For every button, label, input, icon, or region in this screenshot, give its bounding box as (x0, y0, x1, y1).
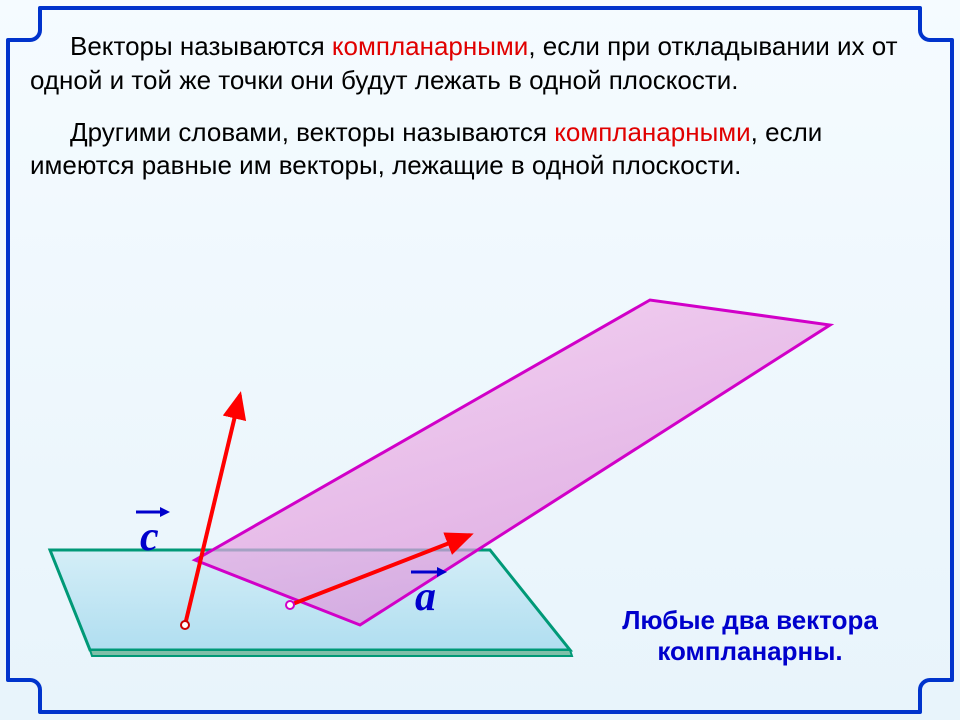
text-block: Векторы называются компланарными, если п… (20, 20, 940, 201)
p2-term: компланарными (554, 117, 750, 147)
footer-line-2: компланарны. (560, 636, 940, 667)
point-a-origin (286, 601, 294, 609)
horizontal-plane-edge (90, 650, 572, 656)
label-c-text: c (140, 514, 159, 560)
label-a-text: a (415, 574, 436, 620)
footer-line-1: Любые два вектора (560, 605, 940, 636)
paragraph-2: Другими словами, векторы называются комп… (30, 116, 930, 184)
p2-text-a: Другими словами, векторы называются (70, 117, 554, 147)
p1-text-a: Векторы называются (70, 31, 332, 61)
footer-statement: Любые два вектора компланарны. (560, 605, 940, 667)
point-c-origin (181, 621, 189, 629)
paragraph-1: Векторы называются компланарными, если п… (30, 30, 930, 98)
p1-term: компланарными (332, 31, 528, 61)
